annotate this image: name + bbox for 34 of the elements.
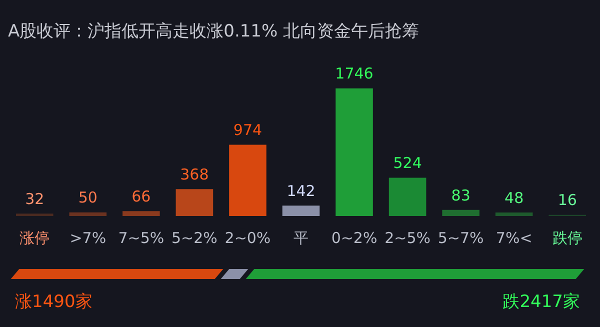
bar [495,212,533,216]
data-label: 1746 [335,64,374,83]
chart-title: A股收评：沪指低开高走收涨0.11% 北向资金午后抢筹 [8,22,420,42]
text: 跌2417家 [502,291,580,313]
bar [388,178,426,216]
x-tick-label: 5~7% [438,228,484,247]
x-tick-label: 7%< [496,228,532,247]
x-tick-label: 0~2% [331,228,378,247]
bar [229,144,266,216]
data-label: 142 [286,182,316,200]
data-label: 83 [451,186,470,204]
x-tick-label: 7~5% [118,228,164,247]
data-label: 50 [78,188,98,207]
bar [336,88,373,216]
x-tick-label: >7% [70,228,106,247]
bar [442,210,480,216]
x-tick-label: 2~5% [384,228,431,247]
data-label: 524 [393,154,422,172]
x-tick-label: 涨停 [20,228,50,247]
data-label: 32 [25,190,44,208]
bar [176,189,214,216]
data-label: 368 [180,165,209,184]
x-tick-label: 平 [294,228,308,247]
data-label: 66 [132,188,151,206]
text: 涨1490家 [15,291,92,313]
x-tick-label: 5~2% [171,228,218,247]
data-label: 974 [233,121,262,140]
bar [122,211,160,216]
x-tick-label: 跌停 [552,228,582,247]
bar [69,212,107,216]
bar [282,206,320,216]
data-label: 48 [504,188,524,207]
x-tick-label: 2~0% [224,228,271,247]
data-label: 16 [558,191,577,210]
